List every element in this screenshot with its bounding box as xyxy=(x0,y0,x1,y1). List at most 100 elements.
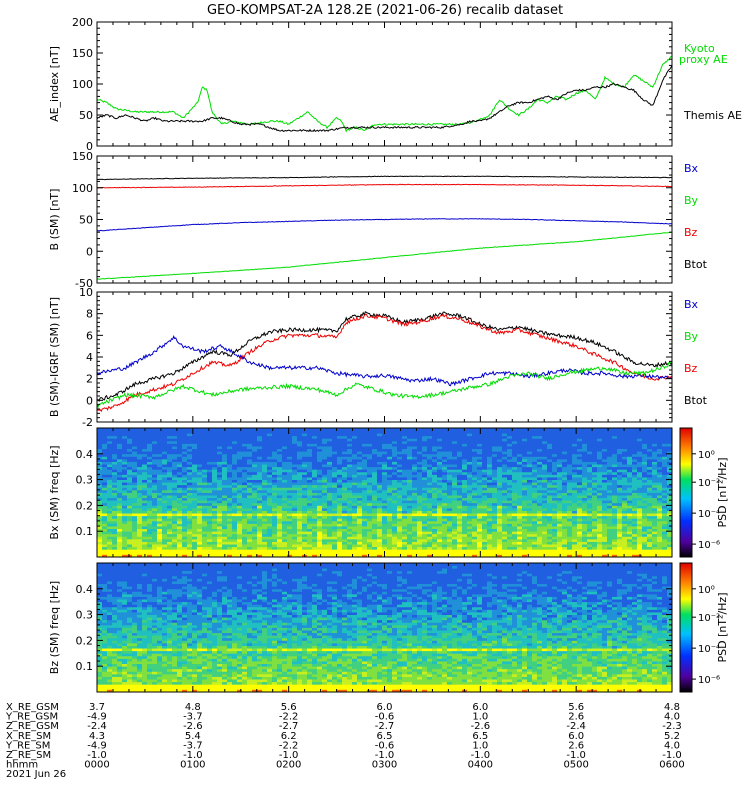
heatmap-cell xyxy=(462,469,468,473)
heatmap-cell xyxy=(382,474,388,478)
heatmap-cell xyxy=(282,526,288,530)
heatmap-cell xyxy=(427,471,433,475)
heatmap-cell xyxy=(122,471,128,475)
heatmap-cell xyxy=(307,546,313,550)
heatmap-cell xyxy=(477,474,483,478)
heatmap-cell xyxy=(232,453,238,457)
heatmap-cell xyxy=(522,479,528,483)
heatmap-cell xyxy=(322,471,328,475)
heatmap-cell xyxy=(142,438,148,442)
heatmap-cell xyxy=(402,461,408,465)
heatmap-cell xyxy=(192,489,198,493)
heatmap-cell xyxy=(332,551,338,555)
heatmap-cell xyxy=(332,428,338,431)
heatmap-cell xyxy=(387,484,393,488)
heatmap-cell xyxy=(102,520,108,524)
heatmap-cell xyxy=(497,546,503,550)
heatmap-cell xyxy=(487,474,493,478)
heatmap-cell xyxy=(532,510,538,514)
heatmap-cell xyxy=(352,518,358,522)
heatmap-cell xyxy=(407,497,413,501)
heatmap-cell xyxy=(227,520,233,524)
heatmap-cell xyxy=(142,528,148,532)
heatmap-cell xyxy=(552,507,558,511)
heatmap-cell xyxy=(357,435,363,439)
heatmap-cell xyxy=(492,428,498,431)
heatmap-cell xyxy=(432,471,438,475)
heatmap-cell xyxy=(242,528,248,532)
heatmap-cell xyxy=(507,538,513,542)
heatmap-cell xyxy=(272,469,278,473)
heatmap-cell xyxy=(552,551,558,555)
heatmap-cell xyxy=(342,428,348,431)
heatmap-cell xyxy=(97,461,103,465)
heatmap-cell xyxy=(102,471,108,475)
heatmap-cell xyxy=(462,528,468,532)
heatmap-cell xyxy=(457,541,463,545)
heatmap-cell xyxy=(102,456,108,460)
heatmap-cell xyxy=(162,549,168,553)
heatmap-cell xyxy=(347,546,353,550)
heatmap-cell xyxy=(302,523,308,527)
heatmap-cell xyxy=(262,551,268,555)
heatmap-cell xyxy=(142,541,148,545)
heatmap-cell xyxy=(542,430,548,434)
heatmap-cell xyxy=(107,464,113,468)
heatmap-cell xyxy=(402,487,408,491)
heatmap-cell xyxy=(217,471,223,475)
heatmap-cell xyxy=(172,489,178,493)
heatmap-cell xyxy=(432,474,438,478)
heatmap-cell xyxy=(112,495,118,499)
heatmap-cell xyxy=(362,489,368,493)
heatmap-cell xyxy=(397,520,403,524)
heatmap-cell xyxy=(212,469,218,473)
heatmap-cell xyxy=(312,507,318,511)
heatmap-cell xyxy=(517,546,523,550)
heatmap-cell xyxy=(307,443,313,447)
heatmap-cell xyxy=(267,428,273,431)
heatmap-cell xyxy=(367,500,373,504)
heatmap-cell xyxy=(227,551,233,555)
heatmap-cell xyxy=(392,451,398,455)
heatmap-cell xyxy=(497,466,503,470)
heatmap-cell xyxy=(277,507,283,511)
heatmap-cell xyxy=(367,549,373,553)
heatmap-cell xyxy=(247,497,253,501)
heatmap-cell xyxy=(397,507,403,511)
heatmap-cell xyxy=(272,541,278,545)
heatmap-cell xyxy=(127,549,133,553)
heatmap-cell xyxy=(297,438,303,442)
heatmap-cell xyxy=(272,474,278,478)
heatmap-cell xyxy=(167,471,173,475)
heatmap-cell xyxy=(177,489,183,493)
heatmap-cell xyxy=(122,435,128,439)
heatmap-cell xyxy=(217,513,223,517)
heatmap-cell xyxy=(292,458,298,462)
heatmap-cell xyxy=(422,471,428,475)
heatmap-cell xyxy=(232,456,238,460)
heatmap-cell xyxy=(487,492,493,496)
heatmap-cell xyxy=(482,446,488,450)
heatmap-cell xyxy=(387,443,393,447)
heatmap-cell xyxy=(547,446,553,450)
heatmap-cell xyxy=(107,466,113,470)
heatmap-cell xyxy=(232,479,238,483)
heatmap-cell xyxy=(232,497,238,501)
heatmap-cell xyxy=(247,546,253,550)
heatmap-cell xyxy=(212,438,218,442)
heatmap-cell xyxy=(307,466,313,470)
heatmap-cell xyxy=(447,438,453,442)
heatmap-cell xyxy=(457,510,463,514)
heatmap-cell xyxy=(302,505,308,509)
heatmap-cell xyxy=(117,474,123,478)
heatmap-cell xyxy=(502,531,508,535)
heatmap-cell xyxy=(392,492,398,496)
heatmap-cell xyxy=(297,443,303,447)
heatmap-cell xyxy=(352,469,358,473)
heatmap-cell xyxy=(237,510,243,514)
heatmap-cell xyxy=(547,453,553,457)
heatmap-cell xyxy=(407,453,413,457)
heatmap-cell xyxy=(142,477,148,480)
heatmap-cell xyxy=(457,456,463,460)
heatmap-cell xyxy=(212,549,218,553)
